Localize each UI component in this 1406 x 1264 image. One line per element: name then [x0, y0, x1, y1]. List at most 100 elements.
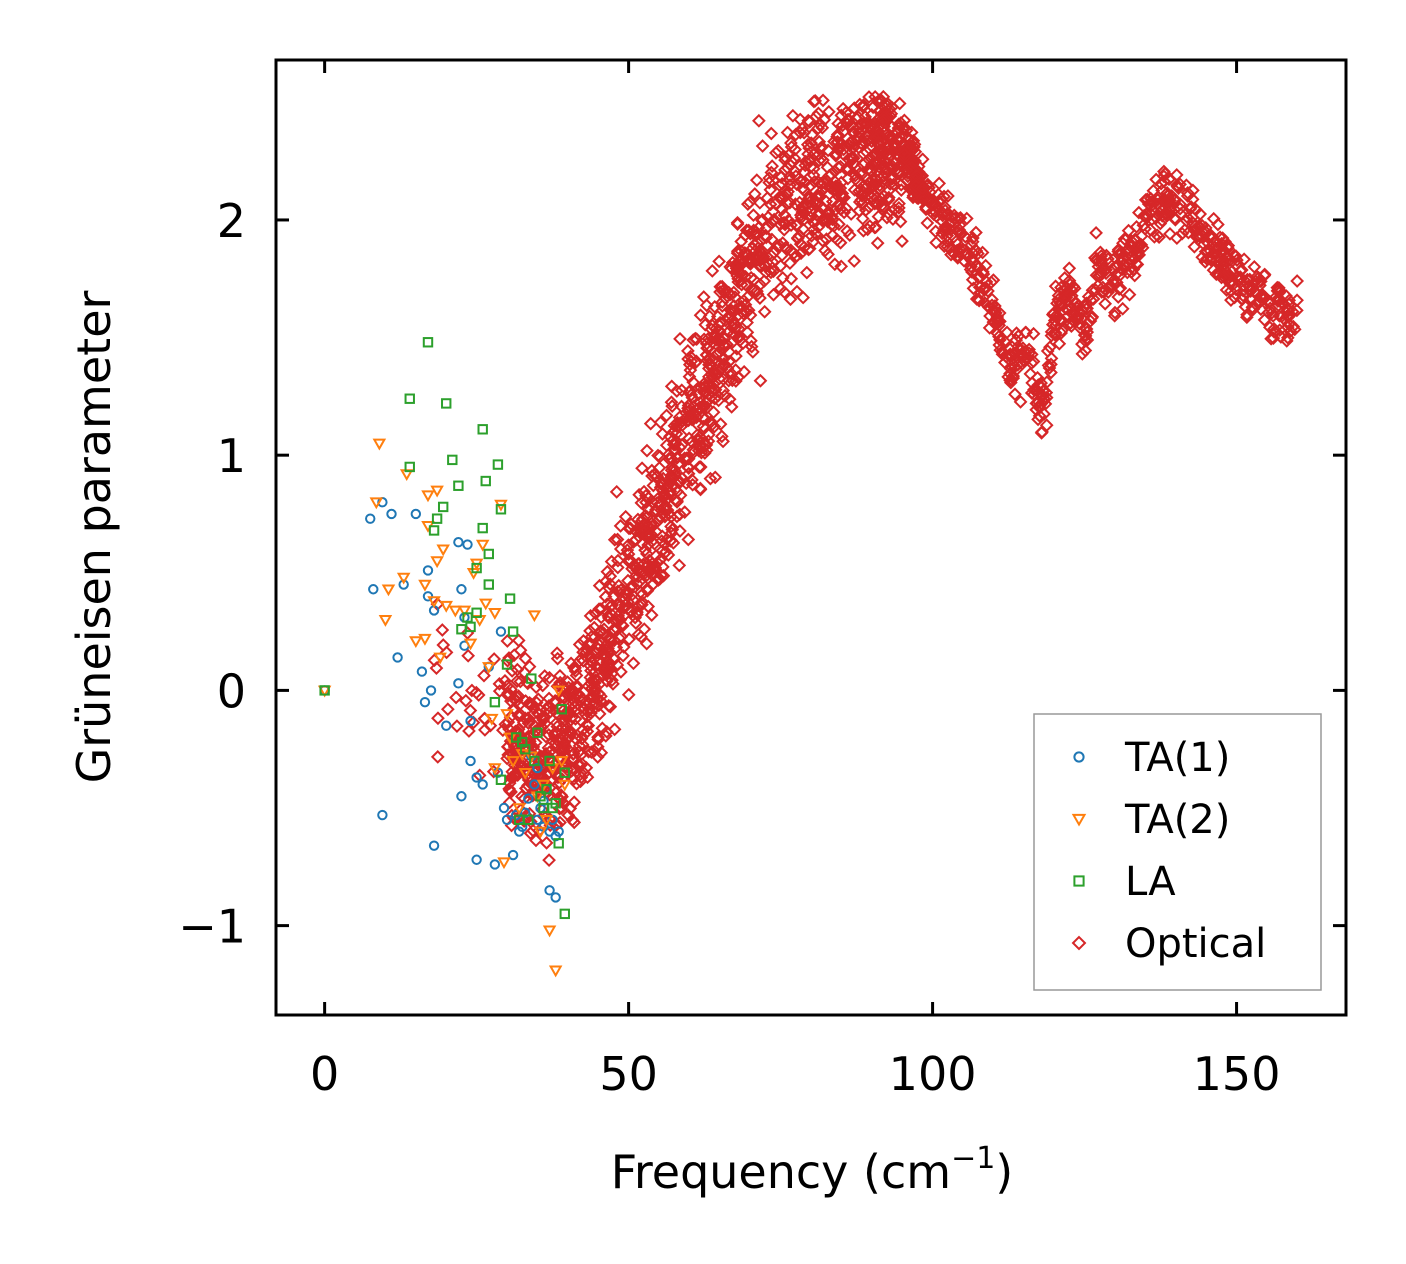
optical-point — [599, 724, 614, 739]
optical-point — [582, 702, 596, 717]
optical-point — [1255, 287, 1270, 302]
optical-point — [565, 692, 579, 707]
optical-point — [944, 247, 958, 262]
optical-point — [897, 142, 912, 157]
optical-point — [808, 226, 823, 241]
optical-point — [1188, 222, 1203, 237]
optical-point — [1088, 283, 1103, 297]
plot-frame — [274, 58, 1348, 1017]
ta-1--point — [410, 508, 422, 520]
optical-point — [856, 123, 870, 138]
optical-point — [830, 232, 845, 247]
optical-point — [895, 234, 909, 248]
optical-point — [759, 230, 774, 245]
optical-point — [579, 760, 594, 775]
ta-1--point — [471, 854, 482, 865]
optical-point — [1210, 241, 1225, 256]
optical-point — [781, 213, 796, 228]
optical-point — [737, 249, 752, 264]
optical-point — [763, 197, 778, 212]
axis-ticks — [276, 60, 1346, 1015]
optical-point — [747, 187, 762, 201]
ta-1--point — [553, 826, 564, 837]
optical-point — [1251, 270, 1266, 285]
optical-point — [656, 568, 671, 583]
ta-1--point — [477, 779, 488, 790]
optical-point — [730, 215, 745, 230]
optical-point — [797, 183, 811, 198]
optical-point — [568, 731, 583, 746]
optical-point — [777, 285, 792, 300]
la-point — [404, 461, 415, 473]
optical-point — [712, 254, 726, 269]
series-optical — [427, 89, 1305, 868]
optical-point — [790, 284, 804, 299]
optical-point — [798, 175, 812, 190]
optical-point — [693, 429, 707, 444]
optical-point — [824, 167, 839, 182]
la-point — [404, 393, 415, 404]
optical-point — [654, 503, 669, 517]
optical-point — [701, 427, 716, 442]
optical-point — [681, 466, 696, 481]
optical-point — [566, 747, 581, 761]
optical-point — [1155, 213, 1169, 228]
optical-point — [1040, 344, 1055, 358]
optical-point — [630, 577, 645, 591]
optical-point — [894, 177, 909, 192]
optical-point — [909, 177, 924, 191]
optical-point — [775, 248, 789, 262]
optical-point — [815, 120, 830, 135]
optical-point — [998, 335, 1013, 350]
optical-point — [1129, 219, 1144, 234]
optical-point — [860, 179, 875, 193]
optical-point — [693, 308, 708, 323]
optical-point — [914, 191, 929, 206]
optical-point — [730, 264, 745, 279]
la-point — [428, 525, 440, 536]
optical-point — [518, 651, 533, 666]
optical-point — [860, 222, 875, 237]
optical-point — [599, 648, 614, 663]
optical-point — [985, 292, 999, 307]
optical-point — [1094, 285, 1109, 299]
la-point — [517, 736, 528, 748]
optical-point — [906, 155, 921, 170]
optical-point — [874, 191, 889, 205]
optical-point — [730, 269, 745, 283]
optical-point — [1091, 259, 1106, 274]
optical-point — [1270, 280, 1285, 295]
ta-2--point — [381, 584, 396, 597]
ta-2--point — [369, 497, 384, 510]
optical-point — [567, 815, 582, 830]
optical-point — [430, 750, 445, 764]
optical-point — [789, 249, 804, 263]
optical-point — [891, 121, 906, 135]
optical-point — [1219, 283, 1234, 297]
optical-point — [539, 835, 554, 850]
la-point — [437, 501, 449, 513]
optical-point — [1116, 252, 1131, 267]
y-tick-label: 1 — [217, 429, 246, 483]
optical-point — [795, 202, 810, 217]
optical-point — [1117, 257, 1131, 272]
la-point — [559, 908, 570, 920]
optical-point — [1044, 357, 1058, 372]
optical-point — [1111, 290, 1126, 304]
optical-point — [1243, 284, 1258, 299]
ta-1--point — [517, 821, 528, 833]
optical-point — [542, 853, 556, 868]
optical-point — [769, 146, 783, 160]
optical-point — [783, 256, 797, 271]
optical-point — [672, 558, 687, 573]
optical-point — [580, 724, 595, 739]
y-tick-label: 0 — [217, 664, 246, 718]
optical-point — [821, 247, 835, 262]
optical-point — [607, 532, 622, 547]
x-tick-label: 100 — [889, 1047, 977, 1101]
optical-point — [870, 164, 884, 179]
optical-point — [1286, 319, 1301, 334]
optical-point — [768, 196, 783, 211]
optical-point — [514, 760, 529, 775]
y-axis-title: Grüneisen parameter — [67, 290, 121, 783]
